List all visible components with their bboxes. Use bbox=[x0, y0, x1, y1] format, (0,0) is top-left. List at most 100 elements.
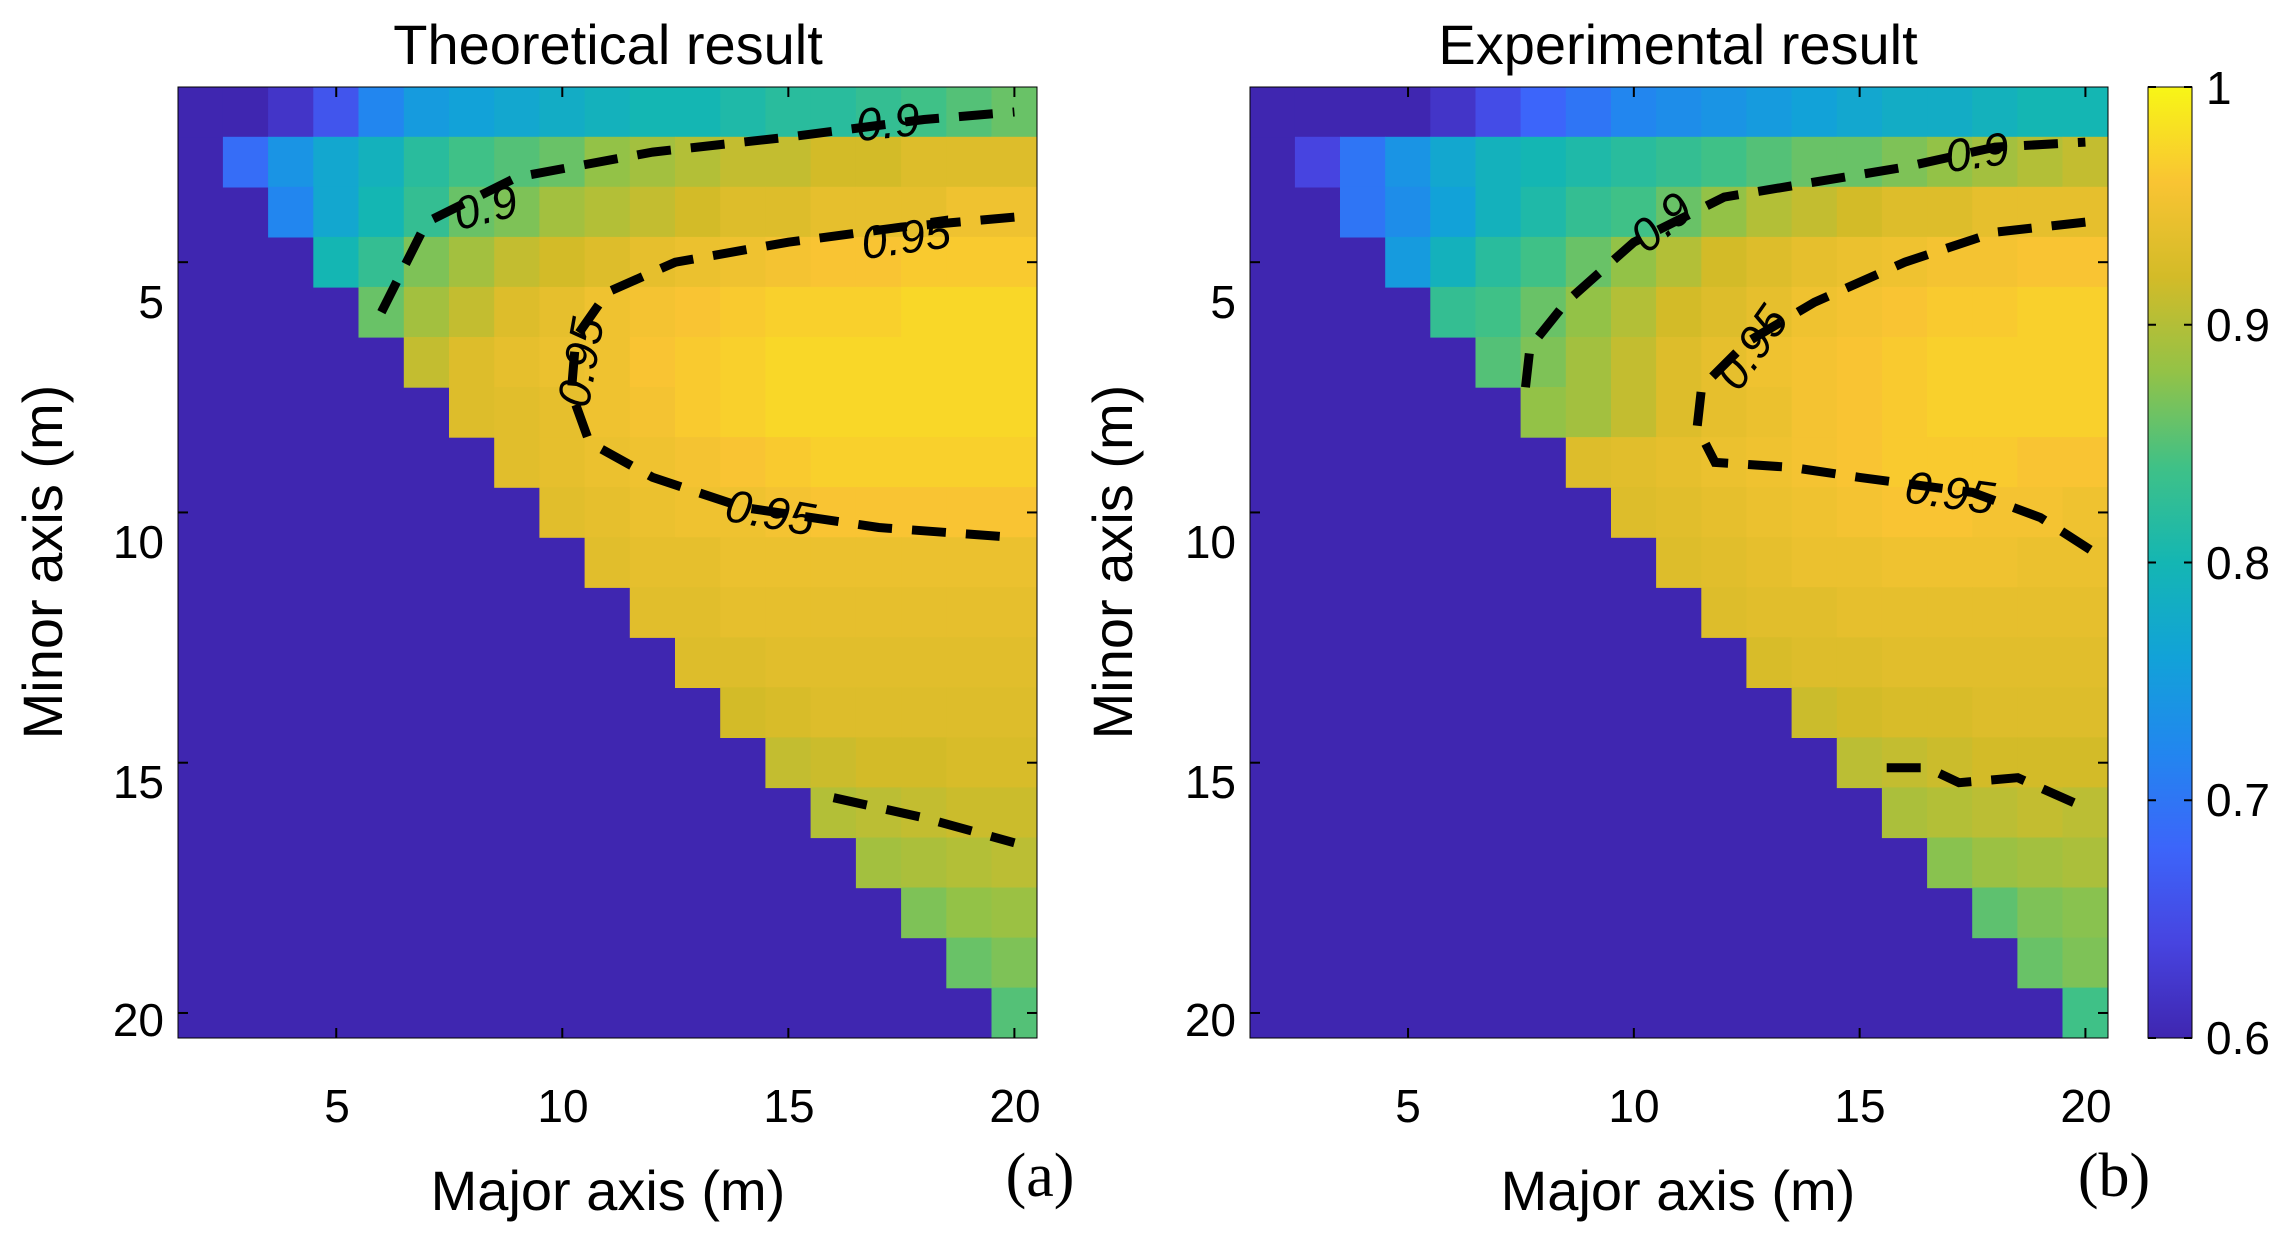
panel-b-y-tick-5: 5 bbox=[1210, 276, 1236, 328]
heatmap-cell bbox=[855, 837, 902, 889]
heatmap-cell bbox=[1520, 387, 1567, 438]
heatmap-cell bbox=[1972, 86, 2018, 138]
heatmap-cell bbox=[358, 186, 405, 238]
heatmap-cell bbox=[855, 236, 902, 288]
heatmap-cell bbox=[1881, 437, 1928, 488]
heatmap-cell bbox=[539, 186, 586, 238]
heatmap-cell bbox=[1340, 86, 1386, 138]
heatmap-cell bbox=[1836, 186, 1883, 238]
heatmap-cell bbox=[449, 136, 495, 188]
heatmap-cell bbox=[991, 387, 1038, 438]
panel-b-y-tick-10: 10 bbox=[1185, 516, 1236, 568]
panel-b-axis-ticks bbox=[1250, 87, 2108, 1038]
heatmap-cell bbox=[1746, 186, 1793, 238]
heatmap-cell bbox=[1701, 537, 1748, 588]
panel-b-frame bbox=[1249, 86, 2109, 1039]
heatmap-cell bbox=[1927, 537, 1973, 588]
heatmap-cell bbox=[1430, 286, 1477, 338]
heatmap-cell bbox=[313, 136, 360, 188]
heatmap-cell bbox=[765, 387, 812, 438]
heatmap-cell bbox=[720, 637, 766, 688]
heatmap-cell bbox=[1475, 337, 1522, 388]
heatmap-cell bbox=[2017, 837, 2064, 889]
heatmap-cell bbox=[855, 136, 902, 188]
heatmap-cell bbox=[629, 487, 676, 538]
heatmap-cell bbox=[1340, 186, 1386, 238]
contour-line bbox=[1886, 763, 2088, 812]
panel-b-x-tick-15: 15 bbox=[1834, 1080, 1885, 1132]
heatmap-cell bbox=[1881, 387, 1928, 438]
contour-line bbox=[377, 107, 1015, 315]
heatmap-cell bbox=[1927, 86, 1973, 138]
heatmap-cell bbox=[1611, 337, 1657, 388]
heatmap-cell bbox=[1972, 337, 2018, 388]
heatmap-cell bbox=[1249, 86, 1296, 138]
heatmap-cell bbox=[222, 136, 269, 188]
heatmap-cell bbox=[1656, 286, 1702, 338]
heatmap-cell bbox=[629, 537, 676, 588]
heatmap-cell bbox=[1656, 437, 1702, 488]
heatmap-cell bbox=[1927, 286, 1973, 338]
heatmap-cell bbox=[1836, 286, 1883, 338]
heatmap-cell bbox=[1656, 337, 1702, 388]
heatmap-cell bbox=[1927, 437, 1973, 488]
heatmap-cell bbox=[494, 286, 540, 338]
heatmap-cell bbox=[1927, 687, 1973, 738]
heatmap-cell bbox=[629, 587, 676, 638]
heatmap-cell bbox=[901, 837, 947, 889]
heatmap-cell bbox=[1791, 387, 1838, 438]
contour-label: 0.95 bbox=[1902, 460, 1998, 524]
heatmap-cell bbox=[810, 637, 857, 688]
heatmap-cell bbox=[2062, 637, 2109, 688]
heatmap-cell bbox=[1611, 487, 1657, 538]
heatmap-cell bbox=[584, 387, 631, 438]
colorbar-ticks bbox=[2148, 86, 2192, 1039]
heatmap-cell bbox=[358, 236, 405, 288]
heatmap-cell bbox=[629, 286, 676, 338]
heatmap-cell bbox=[2062, 387, 2109, 438]
heatmap-cell bbox=[1565, 387, 1612, 438]
heatmap-cell bbox=[1746, 487, 1793, 538]
heatmap-cell bbox=[1746, 337, 1793, 388]
heatmap-cell bbox=[901, 587, 947, 638]
heatmap-cell bbox=[855, 437, 902, 488]
heatmap-cell bbox=[1927, 186, 1973, 238]
heatmap-cell bbox=[629, 387, 676, 438]
heatmap-cell bbox=[901, 186, 947, 238]
heatmap-cell bbox=[1701, 587, 1748, 638]
panel-b-y-tick-20: 20 bbox=[1185, 994, 1236, 1046]
colorbar-tick-0-7: 0.7 bbox=[2206, 774, 2270, 826]
heatmap-cell bbox=[1746, 86, 1793, 138]
heatmap-cell bbox=[1972, 837, 2018, 889]
heatmap-cell bbox=[946, 337, 993, 388]
heatmap-cell bbox=[765, 437, 812, 488]
heatmap-cell bbox=[1520, 186, 1567, 238]
heatmap-cell bbox=[1927, 337, 1973, 388]
panel-a-y-tick-5: 5 bbox=[138, 276, 164, 328]
heatmap-cell bbox=[1656, 136, 1702, 188]
heatmap-cell bbox=[2017, 86, 2064, 138]
heatmap-cell bbox=[946, 937, 993, 989]
heatmap-cell bbox=[177, 86, 224, 138]
heatmap-cell bbox=[494, 236, 540, 288]
heatmap-cell bbox=[584, 487, 631, 538]
heatmap-cell bbox=[2062, 437, 2109, 488]
heatmap-cell bbox=[449, 286, 495, 338]
heatmap-cell bbox=[1791, 337, 1838, 388]
heatmap-cell bbox=[539, 437, 586, 488]
heatmap-cell bbox=[358, 86, 405, 138]
contour-line bbox=[1692, 217, 2097, 557]
heatmap-cell bbox=[268, 186, 314, 238]
heatmap-cell bbox=[1611, 286, 1657, 338]
heatmap-cell bbox=[765, 337, 812, 388]
heatmap-cell bbox=[991, 186, 1038, 238]
heatmap-cell bbox=[1972, 787, 2018, 839]
heatmap-cell bbox=[1520, 136, 1567, 188]
heatmap-cell bbox=[2017, 337, 2064, 388]
heatmap-cell bbox=[403, 86, 450, 138]
panel-a-title: Theoretical result bbox=[393, 13, 823, 76]
heatmap-cell bbox=[1972, 537, 2018, 588]
heatmap-cell bbox=[1881, 687, 1928, 738]
heatmap-cell bbox=[810, 737, 857, 789]
heatmap-cell bbox=[1701, 136, 1748, 188]
